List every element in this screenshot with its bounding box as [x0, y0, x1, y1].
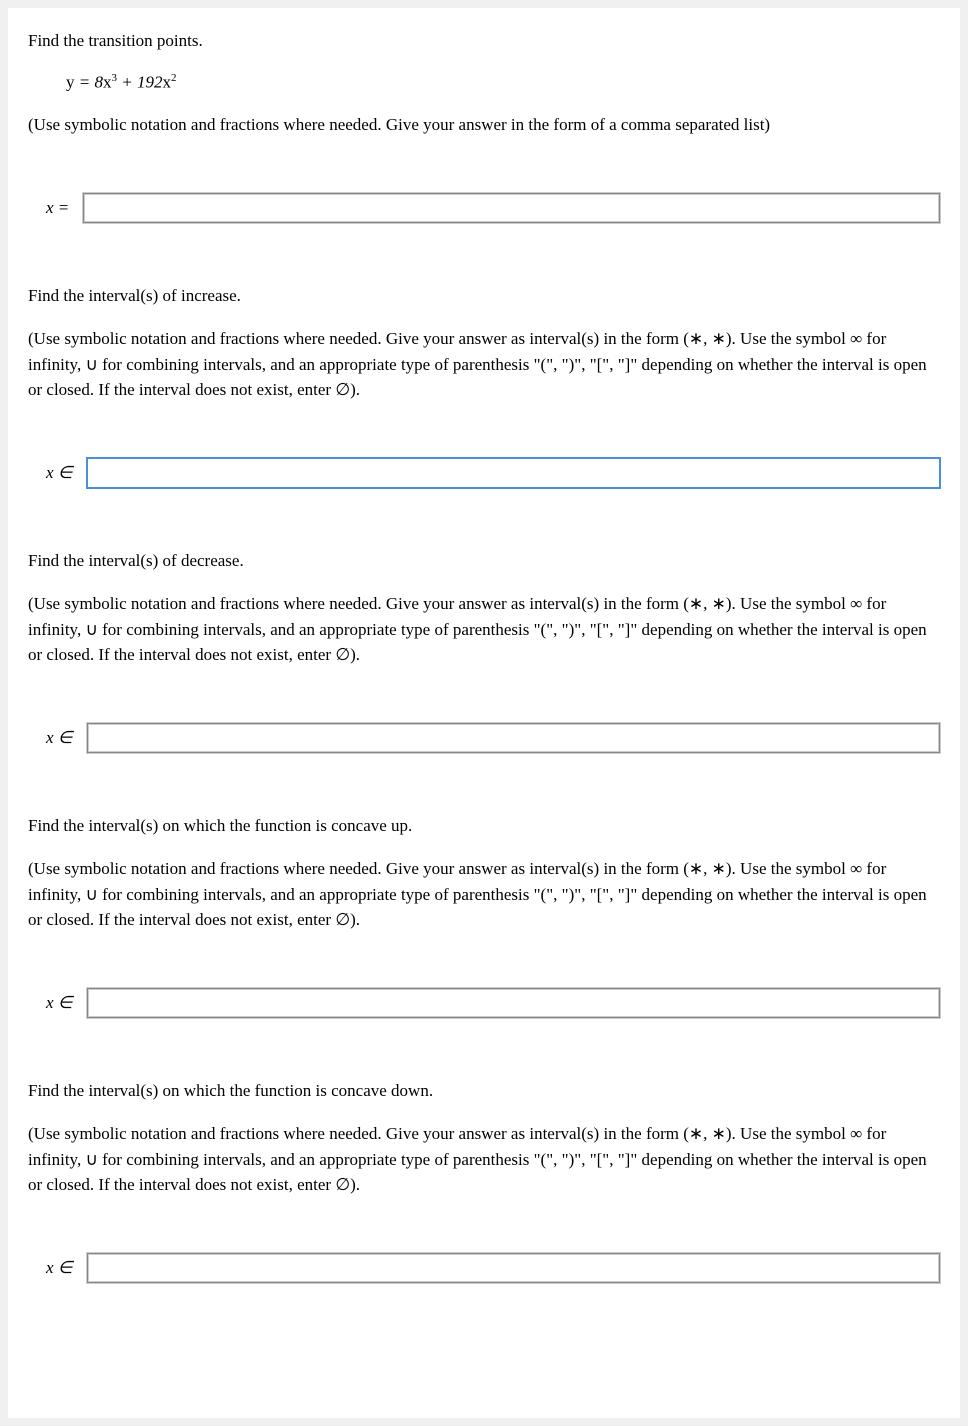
question-prompt: Find the interval(s) on which the functi…: [28, 1078, 940, 1104]
answer-row: x ∈: [46, 723, 940, 753]
answer-label: x ∈: [46, 993, 73, 1013]
question-transition-points: Find the transition points. y = 8x3 + 19…: [28, 28, 940, 223]
answer-label: x ∈: [46, 463, 73, 483]
question-instructions: (Use symbolic notation and fractions whe…: [28, 1121, 940, 1198]
answer-row: x ∈: [46, 1253, 940, 1283]
answer-input-decrease[interactable]: [87, 723, 940, 753]
question-concave-down: Find the interval(s) on which the functi…: [28, 1078, 940, 1283]
question-prompt: Find the transition points.: [28, 28, 940, 54]
answer-row: x =: [46, 193, 940, 223]
answer-label: x =: [46, 198, 69, 218]
answer-input-increase[interactable]: [87, 458, 940, 488]
question-concave-up: Find the interval(s) on which the functi…: [28, 813, 940, 1018]
question-prompt: Find the interval(s) of increase.: [28, 283, 940, 309]
question-increase: Find the interval(s) of increase. (Use s…: [28, 283, 940, 488]
answer-row: x ∈: [46, 988, 940, 1018]
answer-row: x ∈: [46, 458, 940, 488]
answer-input-concave-up[interactable]: [87, 988, 940, 1018]
question-instructions: (Use symbolic notation and fractions whe…: [28, 112, 940, 138]
question-page: Find the transition points. y = 8x3 + 19…: [8, 8, 960, 1418]
answer-input-transition[interactable]: [83, 193, 940, 223]
answer-input-concave-down[interactable]: [87, 1253, 940, 1283]
equation: y = 8x3 + 192x2: [66, 72, 940, 93]
question-instructions: (Use symbolic notation and fractions whe…: [28, 326, 940, 403]
question-instructions: (Use symbolic notation and fractions whe…: [28, 591, 940, 668]
question-prompt: Find the interval(s) on which the functi…: [28, 813, 940, 839]
answer-label: x ∈: [46, 728, 73, 748]
question-prompt: Find the interval(s) of decrease.: [28, 548, 940, 574]
question-instructions: (Use symbolic notation and fractions whe…: [28, 856, 940, 933]
answer-label: x ∈: [46, 1258, 73, 1278]
question-decrease: Find the interval(s) of decrease. (Use s…: [28, 548, 940, 753]
